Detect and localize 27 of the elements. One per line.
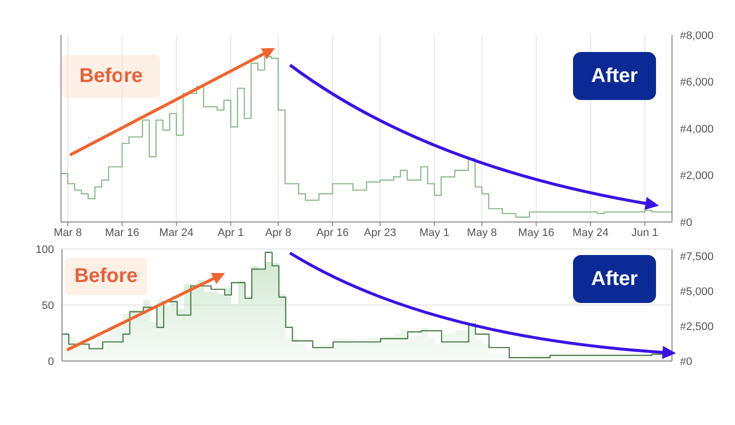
x-tick-label: May 1 xyxy=(419,226,450,239)
x-tick-label: Mar 8 xyxy=(54,226,82,239)
x-tick-label: May 24 xyxy=(572,226,609,239)
annotation: After xyxy=(591,268,638,290)
y-tick-label: #4,000 xyxy=(680,123,714,136)
x-tick-label: Mar 24 xyxy=(159,226,194,239)
x-tick-label: Mar 16 xyxy=(104,226,140,239)
y-tick-label: #2,000 xyxy=(680,170,714,182)
annotation: After xyxy=(591,64,638,88)
x-tick-label: Jun 1 xyxy=(631,226,658,239)
annotation: Before xyxy=(74,265,138,288)
y-tick-label: #0 xyxy=(680,216,692,229)
x-tick-label: Apr 8 xyxy=(265,226,292,239)
x-tick-label: Apr 23 xyxy=(364,226,396,239)
y2-tick-label: #5,000 xyxy=(680,286,714,298)
y-tick-label: #6,000 xyxy=(680,76,714,89)
x-tick-label: Apr 16 xyxy=(316,226,349,239)
y-tick-label: 0 xyxy=(48,356,54,368)
y-tick-label: 100 xyxy=(36,244,54,256)
y-tick-label: #8,000 xyxy=(680,30,714,42)
y2-tick-label: #2,500 xyxy=(680,320,714,333)
annotation: Before xyxy=(79,65,143,88)
x-tick-label: Apr 1 xyxy=(218,226,244,239)
x-tick-label: May 16 xyxy=(518,226,554,239)
y2-tick-label: #7,500 xyxy=(680,250,714,263)
x-tick-label: May 8 xyxy=(466,226,497,239)
y-tick-label: 50 xyxy=(42,300,54,312)
